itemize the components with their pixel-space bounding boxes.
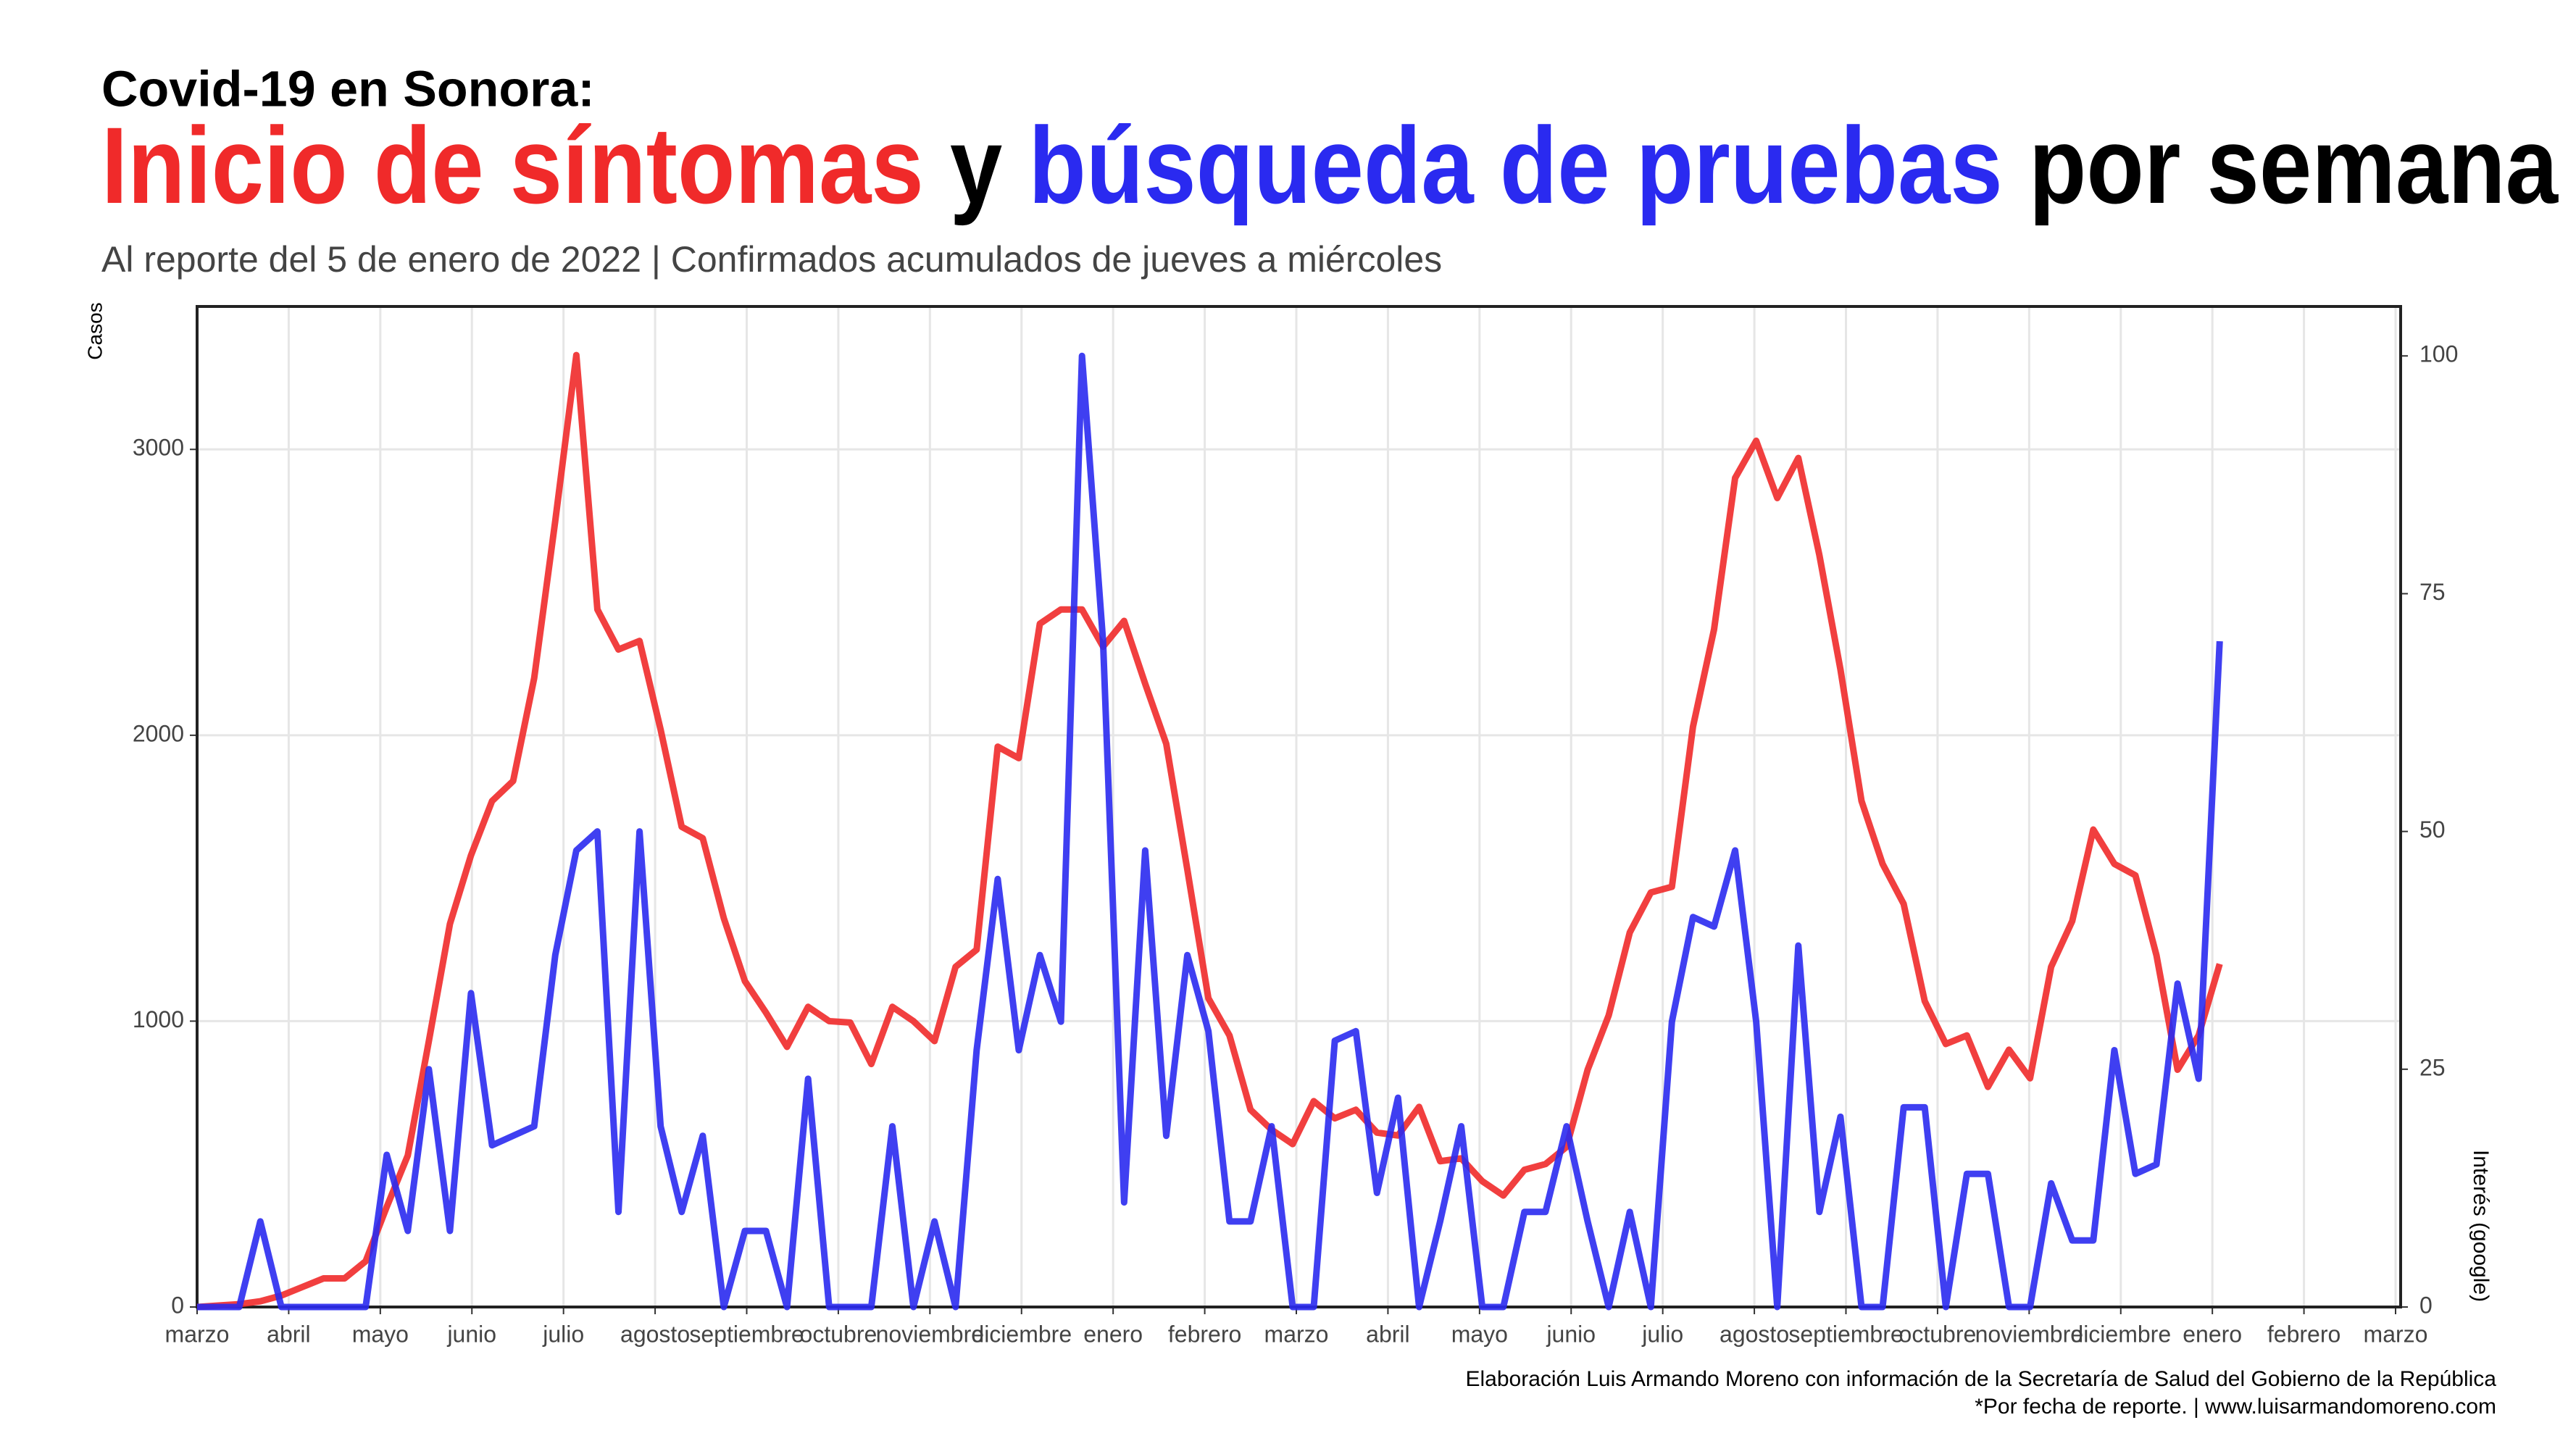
y-tick-label: 0 [171, 1292, 184, 1318]
x-tick-label: abril [267, 1321, 310, 1347]
y2-tick-label: 50 [2419, 817, 2446, 843]
footer: Elaboración Luis Armando Moreno con info… [1465, 1367, 2496, 1391]
x-tick-label: febrero [2267, 1321, 2341, 1347]
headline-word: y [950, 104, 1002, 226]
plot-area: marzo abril mayo junio julio agosto septiembre… [133, 305, 2458, 1347]
footer: *Por fecha de reporte. | www.luisarmando… [1975, 1395, 2496, 1419]
x-tick-label: diciembre [971, 1321, 1072, 1347]
x-tick-label: junio [446, 1321, 496, 1347]
x-tick-label: octubre [1899, 1321, 1977, 1347]
y2-tick-label: 75 [2419, 579, 2446, 605]
x-tick-label: febrero [1168, 1321, 1241, 1347]
y2-tick-label: 25 [2419, 1054, 2446, 1080]
headline-series: búsqueda de pruebas [1028, 104, 2002, 226]
chart-title: Covid-19 en Sonora: [101, 60, 595, 117]
x-tick-label: julio [542, 1321, 584, 1347]
headline-series: Inicio de síntomas [101, 104, 924, 226]
y2-axis-label: Interés (google) [2469, 1150, 2493, 1302]
x-tick-label: octubre [800, 1321, 878, 1347]
series-line [197, 352, 2223, 1311]
x-tick-label: marzo [1264, 1321, 1329, 1347]
y-tick-label: 2000 [133, 720, 184, 746]
y-tick-label: 1000 [133, 1006, 184, 1032]
x-tick-label: septiembre [689, 1321, 804, 1347]
x-tick-label: agosto [620, 1321, 690, 1347]
x-tick-label: septiembre [1788, 1321, 1903, 1347]
headline: Inicio de síntomas y búsqueda de pruebas… [101, 104, 2559, 226]
x-tick-label: mayo [352, 1321, 409, 1347]
headline-word: por semana [2029, 104, 2559, 226]
x-tick-label: noviembre [1975, 1321, 2083, 1347]
x-tick-label: diciembre [2070, 1321, 2171, 1347]
x-tick-label: agosto [1720, 1321, 1789, 1347]
y-tick-label: 3000 [133, 435, 184, 461]
y2-tick-label: 0 [2419, 1292, 2433, 1318]
x-tick-label: marzo [2364, 1321, 2428, 1347]
series-line [196, 351, 2223, 1311]
x-tick-label: junio [1546, 1321, 1596, 1347]
x-tick-label: mayo [1451, 1321, 1508, 1347]
x-tick-label: noviembre [876, 1321, 984, 1347]
x-tick-label: enero [2183, 1321, 2242, 1347]
x-tick-label: marzo [165, 1321, 230, 1347]
y2-tick-label: 100 [2419, 341, 2458, 367]
y-axis-label: Casos [83, 302, 106, 359]
subtitle: Al reporte del 5 de enero de 2022 | Conf… [101, 239, 1442, 280]
x-tick-label: enero [1083, 1321, 1143, 1347]
x-tick-label: julio [1641, 1321, 1683, 1347]
x-tick-label: abril [1366, 1321, 1409, 1347]
